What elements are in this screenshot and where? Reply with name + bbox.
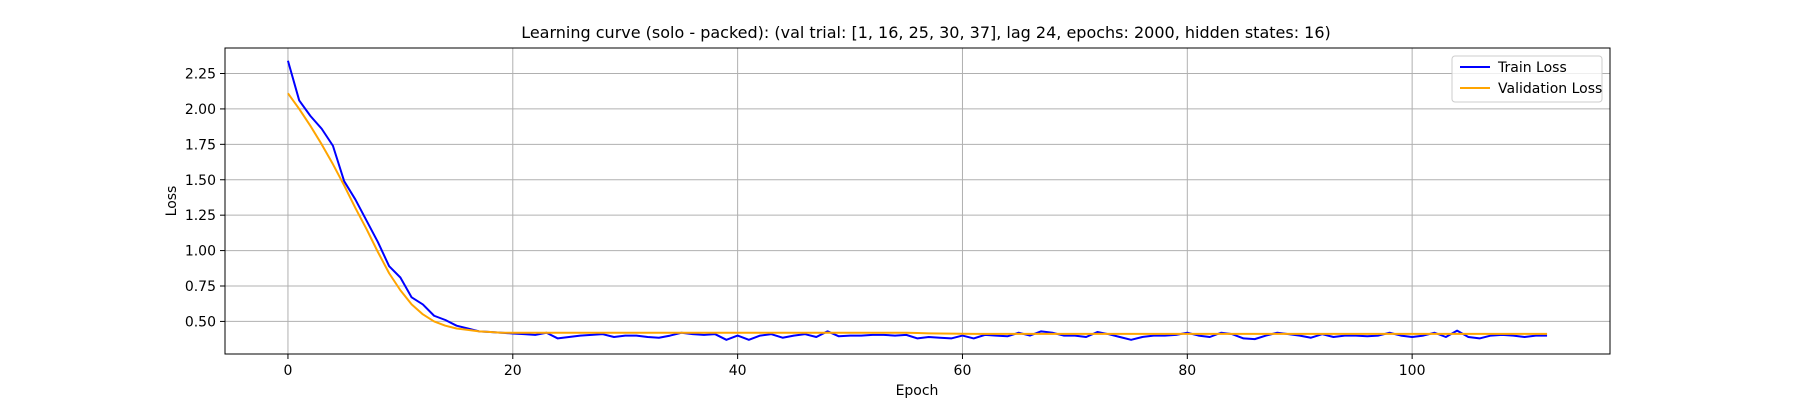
- legend-label-train-loss: Train Loss: [1497, 60, 1567, 76]
- x-axis: 0 20 40 60 80 100: [283, 354, 1426, 379]
- y-tick-label: 2.00: [185, 102, 216, 118]
- x-tick-label: 40: [729, 363, 747, 379]
- grid-lines: [225, 48, 1610, 354]
- y-tick-label: 1.50: [185, 173, 216, 189]
- x-tick-label: 0: [283, 363, 292, 379]
- y-tick-label: 1.00: [185, 244, 216, 260]
- series-line-validation-loss: [287, 92, 1548, 335]
- plot-frame: [224, 47, 1611, 355]
- y-tick-label: 1.75: [185, 137, 216, 153]
- legend: Train Loss Validation Loss: [1451, 55, 1603, 103]
- legend-label-validation-loss: Validation Loss: [1498, 81, 1602, 97]
- y-tick-label: 0.75: [185, 279, 216, 295]
- x-tick-label: 60: [954, 363, 972, 379]
- x-axis-label: Epoch: [896, 383, 939, 399]
- x-tick-label: 20: [504, 363, 522, 379]
- y-tick-label: 0.50: [185, 314, 216, 330]
- x-tick-label: 100: [1399, 363, 1426, 379]
- chart-title: Learning curve (solo - packed): (val tri…: [521, 23, 1331, 42]
- plot-series: [286, 60, 1548, 341]
- y-tick-label: 2.25: [185, 67, 216, 83]
- x-tick-label: 80: [1178, 363, 1196, 379]
- y-axis: 0.50 0.75 1.00 1.25 1.50 1.75 2.00 2.25: [185, 67, 225, 330]
- y-tick-label: 1.25: [185, 208, 216, 224]
- y-axis-label: Loss: [164, 186, 180, 217]
